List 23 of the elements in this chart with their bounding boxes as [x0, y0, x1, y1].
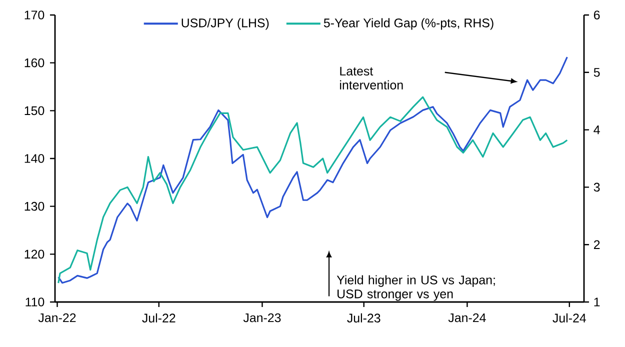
legend-label: 5-Year Yield Gap (%-pts, RHS)	[324, 18, 494, 30]
y-tick-label: 170	[24, 10, 44, 20]
y-tick-label: 140	[24, 154, 44, 163]
legend-label: USD/JPY (LHS)	[182, 18, 269, 30]
x-tick-label: Jul-23	[347, 313, 380, 322]
y-tick-label: 160	[24, 58, 44, 68]
annotation: Latest intervention	[340, 66, 403, 90]
x-tick-label: Jul-22	[142, 313, 176, 322]
x-tick-label: Jul-24	[552, 313, 586, 322]
y2-tick-label: 1	[594, 298, 600, 306]
y2-tick-label: 6	[594, 10, 600, 20]
x-tick-label: Jan-23	[243, 313, 281, 322]
y-tick-label: 150	[24, 106, 44, 116]
x-tick-label: Jan-24	[448, 313, 486, 322]
y2-tick-label: 5	[594, 68, 600, 77]
y-tick-label: 130	[24, 202, 44, 211]
y2-tick-label: 2	[594, 240, 600, 249]
annotation: Yield higher in US vs Japan; USD stronger vs yen	[336, 275, 495, 301]
y2-tick-label: 4	[594, 126, 600, 134]
y2-tick-label: 3	[594, 182, 600, 192]
y-tick-label: 120	[24, 250, 44, 259]
x-tick-label: Jan-22	[38, 313, 76, 322]
y-tick-label: 110	[26, 298, 44, 306]
